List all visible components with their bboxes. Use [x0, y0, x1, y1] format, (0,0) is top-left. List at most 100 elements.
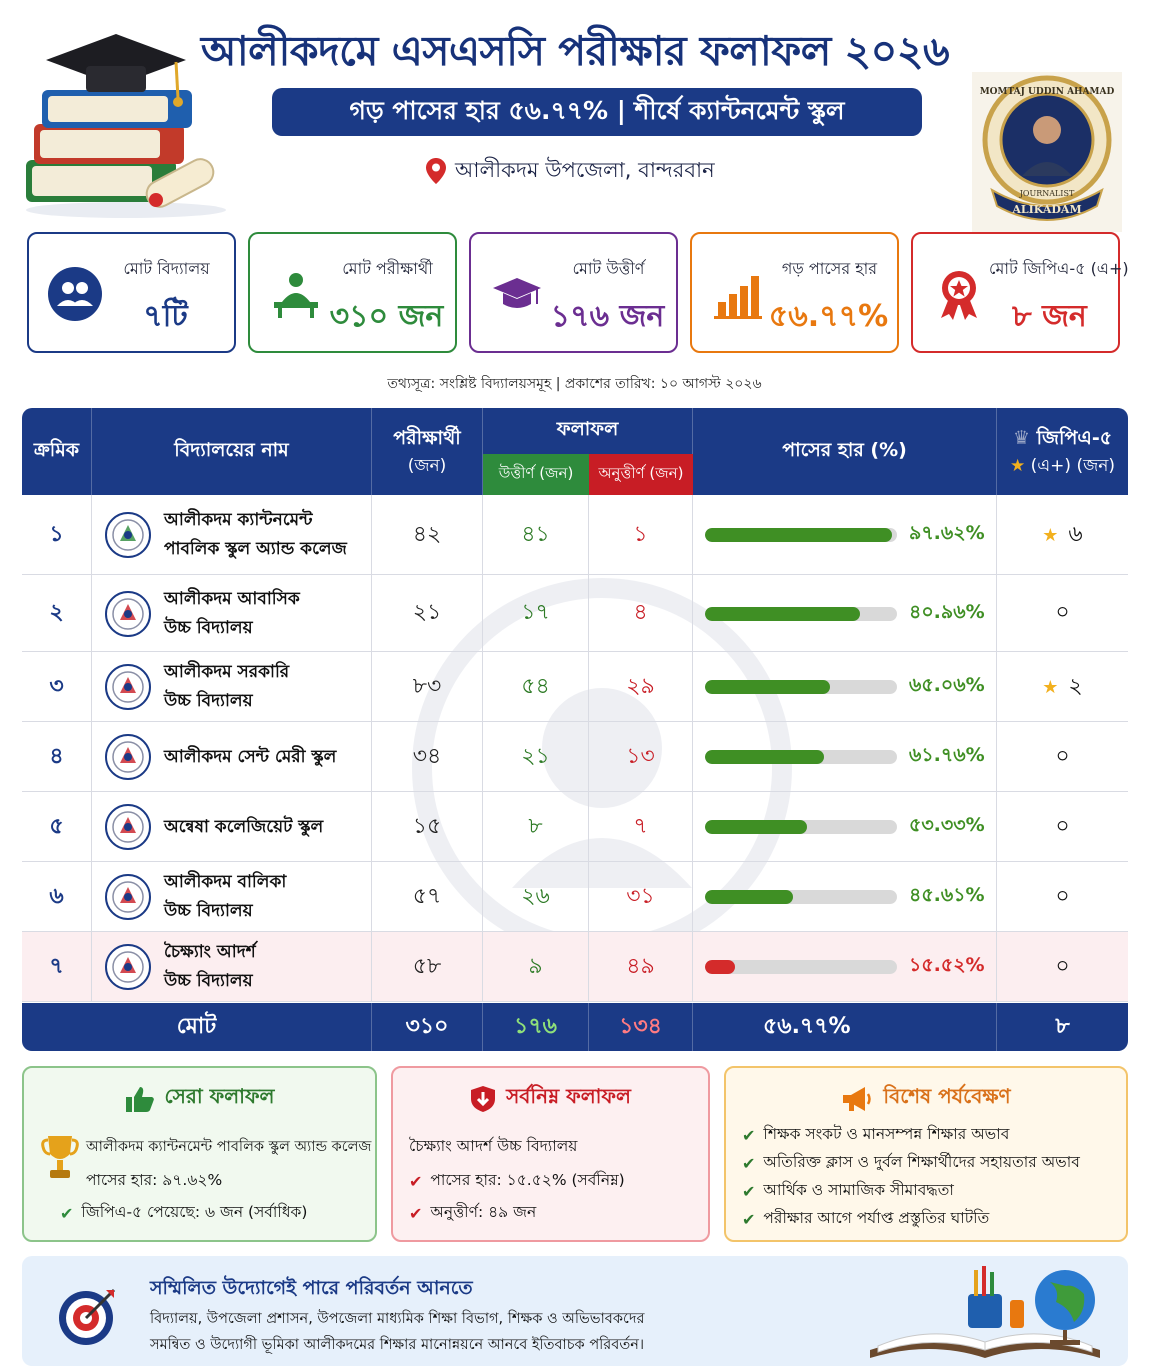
- pass-rate-bar-fill: [705, 820, 808, 834]
- pass-rate-bar-fill: [705, 960, 735, 974]
- footer-line-2: সমন্বিত ও উদ্যোগী ভূমিকা আলীকদমের শিক্ষা…: [150, 1337, 645, 1353]
- footer-title: সম্মিলিত উদ্যোগেই পারে পরিবর্তন আনতে: [150, 1277, 473, 1299]
- cell-passed: ৯: [483, 932, 589, 1002]
- cell-school: আলীকদম সেন্ট মেরী স্কুল: [92, 722, 372, 792]
- worst-rate-line: ✔ পাসের হার: ১৫.৫২% (সর্বনিম্ন): [409, 1168, 625, 1194]
- badge-bottom-text: ALIKADAM: [1011, 203, 1081, 216]
- school-name: আলীকদম সেন্ট মেরী স্কুল: [164, 743, 336, 772]
- observation-item: ✔ পরীক্ষার আগে পর্যাপ্ত প্রস্তুতির ঘাটতি: [742, 1206, 989, 1232]
- pass-rate-bar-track: [705, 890, 897, 904]
- cell-passed: ৪১: [483, 495, 589, 575]
- observation-title: বিশেষ পর্যবেক্ষণ: [726, 1082, 1126, 1115]
- target-icon: [59, 1288, 116, 1345]
- map-pin-icon: [426, 158, 446, 184]
- pass-rate-bar-track: [705, 606, 897, 621]
- gpa-value: ২: [1068, 673, 1083, 699]
- location-line: আলীকদম উপজেলা, বান্দরবান: [425, 155, 715, 187]
- pass-rate-bar-track: [705, 960, 897, 974]
- cell-rank: ৬: [22, 862, 92, 932]
- award-ribbon-icon: [929, 264, 989, 324]
- observation-title-text: বিশেষ পর্যবেক্ষণ: [883, 1084, 1011, 1108]
- pass-rate-bar-fill: [705, 890, 793, 904]
- total-examinees: ৩১০: [372, 1003, 483, 1051]
- cell-rank: ১: [22, 495, 92, 575]
- header-gpa-text: জিপিএ-৫: [1036, 426, 1113, 449]
- down-arrow-shield-icon: [471, 1085, 496, 1112]
- journalist-badge-logo: MOMTAJ UDDIN AHAMAD JOURNALIST ALIKADAM: [972, 72, 1122, 232]
- school-name: আলীকদম ক্যান্টনমেন্ট পাবলিক স্কুল অ্যান্ড…: [164, 506, 347, 564]
- cell-examinees: ৫৮: [372, 932, 483, 1002]
- table-row: ৫ অন্বেষা কলেজিয়েট স্কুল ১৫ ৮ ৭ ৫৩.৩৩% ০: [22, 792, 1128, 862]
- pass-rate-bar-fill: [705, 528, 893, 542]
- school-logo-icon: [105, 804, 151, 850]
- cell-passed: ৮: [483, 792, 589, 862]
- subtitle-banner: গড় পাসের হার ৫৬.৭৭% | শীর্ষে ক্যান্টনমে…: [272, 88, 922, 136]
- observation-item-text: অতিরিক্ত ক্লাস ও দুর্বল শিক্ষার্থীদের সহ…: [763, 1153, 1080, 1171]
- check-icon: ✔: [742, 1125, 756, 1145]
- header-gpa-unit-line: ★ (এ+) (জন): [1010, 452, 1115, 480]
- pass-rate-text: ৪৫.৬১%: [909, 884, 985, 906]
- header-name: বিদ্যালয়ের নাম: [92, 408, 372, 495]
- footer-band: সম্মিলিত উদ্যোগেই পারে পরিবর্তন আনতে বিদ…: [22, 1256, 1128, 1366]
- stat-card-gpa5: মোট জিপিএ-৫ (এ+) ৮ জন: [911, 232, 1129, 353]
- school-name-line-2: উচ্চ বিদ্যালয়: [164, 901, 253, 921]
- school-name: আলীকদম আবাসিক উচ্চ বিদ্যালয়: [164, 585, 300, 643]
- star-icon: ★: [1042, 524, 1059, 546]
- cell-school: চৈক্ষ্যাং আদর্শ উচ্চ বিদ্যালয়: [92, 932, 372, 1002]
- best-gpa: জিপিএ-৫ পেয়েছে: ৬ জন (সর্বাধিক): [81, 1203, 308, 1221]
- total-passed: ১৭৬: [483, 1003, 589, 1051]
- cell-school: আলীকদম ক্যান্টনমেন্ট পাবলিক স্কুল অ্যান্ড…: [92, 495, 372, 575]
- cell-rank: ৪: [22, 722, 92, 792]
- stat-card-pass-rate: গড় পাসের হার ৫৬.৭৭%: [690, 232, 899, 353]
- cell-examinees: ৪২: [372, 495, 483, 575]
- pass-rate-text: ৫৩.৩৩%: [909, 814, 985, 836]
- pass-rate-text: ৯৭.৬২%: [909, 522, 985, 544]
- observation-item: ✔ অতিরিক্ত ক্লাস ও দুর্বল শিক্ষার্থীদের স…: [742, 1150, 1080, 1176]
- check-icon: ✔: [742, 1181, 756, 1201]
- stat-card-examinees: মোট পরীক্ষার্থী ৩১০ জন: [248, 232, 457, 353]
- stat-value: ৮ জন: [1012, 299, 1087, 334]
- cell-passed: ২১: [483, 722, 589, 792]
- best-school: আলীকদম ক্যান্টনমেন্ট পাবলিক স্কুল অ্যান্…: [86, 1139, 372, 1155]
- table-row: ৩ আলীকদম সরকারি উচ্চ বিদ্যালয় ৮৩ ৫৪ ২৯ ৬৫.০৬%…: [22, 652, 1128, 722]
- worst-failed: অনুত্তীর্ণ: ৪৯ জন: [430, 1203, 537, 1221]
- school-name: আলীকদম বালিকা উচ্চ বিদ্যালয়: [164, 868, 286, 926]
- stat-label: মোট উত্তীর্ণ: [572, 259, 645, 278]
- worst-rate: পাসের হার: ১৫.৫২% (সর্বনিম্ন): [430, 1171, 625, 1189]
- location-text: আলীকদম উপজেলা, বান্দরবান: [455, 157, 715, 182]
- header-gpa: ♛ জিপিএ-৫ ★ (এ+) (জন): [997, 408, 1128, 495]
- cell-school: অন্বেষা কলেজিয়েট স্কুল: [92, 792, 372, 862]
- cell-passed: ২৬: [483, 862, 589, 932]
- gpa-value: ৬: [1068, 521, 1083, 547]
- gpa-value: ০: [1055, 600, 1070, 625]
- cell-pass-rate: ৫৩.৩৩%: [693, 792, 997, 862]
- pass-rate-text: ৬৫.০৬%: [909, 674, 985, 696]
- cell-passed: ৫৪: [483, 652, 589, 722]
- cell-gpa: ০: [997, 862, 1128, 932]
- school-name-line-1: আলীকদম সেন্ট মেরী স্কুল: [164, 746, 337, 767]
- stat-value: ৩১০ জন: [329, 299, 444, 334]
- observation-item: ✔ আর্থিক ও সামাজিক সীমাবদ্ধতা: [742, 1178, 954, 1204]
- cell-gpa: ০: [997, 722, 1128, 792]
- books-graduation-cap-illustration: [26, 34, 226, 218]
- cell-examinees: ১৫: [372, 792, 483, 862]
- school-name-line-1: আলীকদম ক্যান্টনমেন্ট: [164, 510, 313, 530]
- observation-item-text: পরীক্ষার আগে পর্যাপ্ত প্রস্তুতির ঘাটতি: [763, 1209, 990, 1227]
- header-result: ফলাফল: [483, 408, 693, 454]
- best-result-box: সেরা ফলাফল আলীকদম ক্যান্টনমেন্ট পাবলিক স…: [22, 1066, 377, 1242]
- star-icon: ★: [1042, 676, 1059, 698]
- star-icon: ★: [1009, 455, 1026, 476]
- source-line: তথ্যসূত্র: সংশ্লিষ্ট বিদ্যালয়সমূহ | প্র…: [387, 376, 762, 392]
- best-gpa-line: ✔ জিপিএ-৫ পেয়েছে: ৬ জন (সর্বাধিক): [60, 1200, 307, 1226]
- cell-failed: ১৩: [589, 722, 693, 792]
- cell-examinees: ৮৩: [372, 652, 483, 722]
- school-logo-icon: [105, 944, 151, 990]
- observation-box: বিশেষ পর্যবেক্ষণ ✔ শিক্ষক সংকট ও মানসম্পন…: [724, 1066, 1128, 1242]
- table-row: ৬ আলীকদম বালিকা উচ্চ বিদ্যালয় ৫৭ ২৬ ৩১ ৪৫.৬১%…: [22, 862, 1128, 932]
- observation-item-text: শিক্ষক সংকট ও মানসম্পন্ন শিক্ষার অভাব: [763, 1125, 1010, 1143]
- badge-top-text: MOMTAJ UDDIN AHAMAD: [980, 87, 1115, 97]
- pass-rate-bar-track: [705, 820, 897, 834]
- total-gpa: ৮: [1055, 1013, 1070, 1039]
- stat-value: ৫৬.৭৭%: [768, 299, 889, 334]
- pass-rate-bar-track: [705, 680, 897, 694]
